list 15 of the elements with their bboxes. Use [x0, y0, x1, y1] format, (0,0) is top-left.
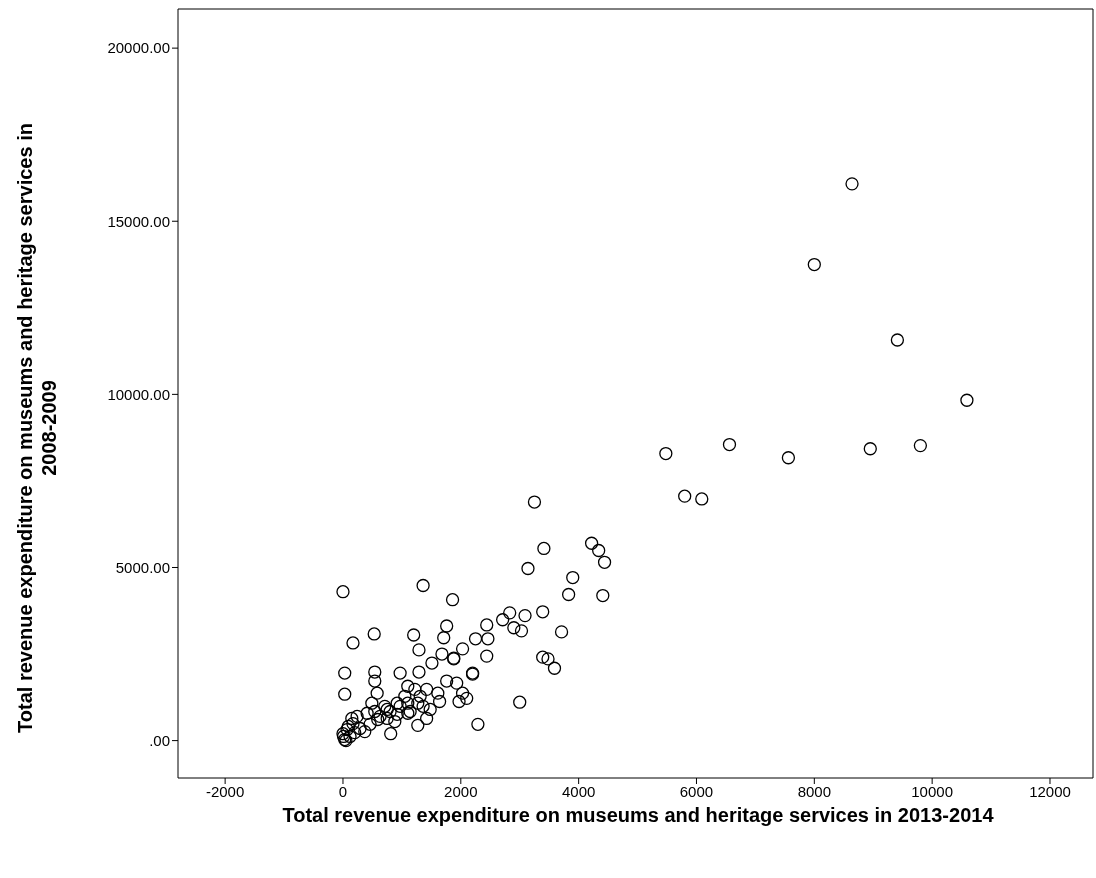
x-tick-label: 10000 [911, 782, 954, 800]
x-tick-label: 4000 [561, 782, 596, 800]
y-tick-label: 10000.00 [107, 385, 170, 403]
y-tick-label: 5000.00 [115, 558, 170, 576]
x-tick-label: 8000 [797, 782, 831, 800]
x-tick-label: 12000 [1029, 782, 1071, 800]
y-tick-label: 15000.00 [107, 212, 170, 230]
y-tick-label: .00 [149, 731, 170, 749]
y-axis-title: Total revenue expenditure on museums and heritage services in 2008-2009 [13, 122, 61, 735]
x-tick-label: 0 [338, 782, 348, 800]
x-tick-label: 2000 [444, 782, 478, 800]
y-tick-label: 20000.00 [107, 39, 170, 57]
x-axis-title: Total revenue expenditure on museums and heritage services in 2013-2014 [281, 803, 995, 827]
x-tick-label: -2000 [205, 782, 245, 800]
x-tick-label: 6000 [679, 782, 714, 800]
